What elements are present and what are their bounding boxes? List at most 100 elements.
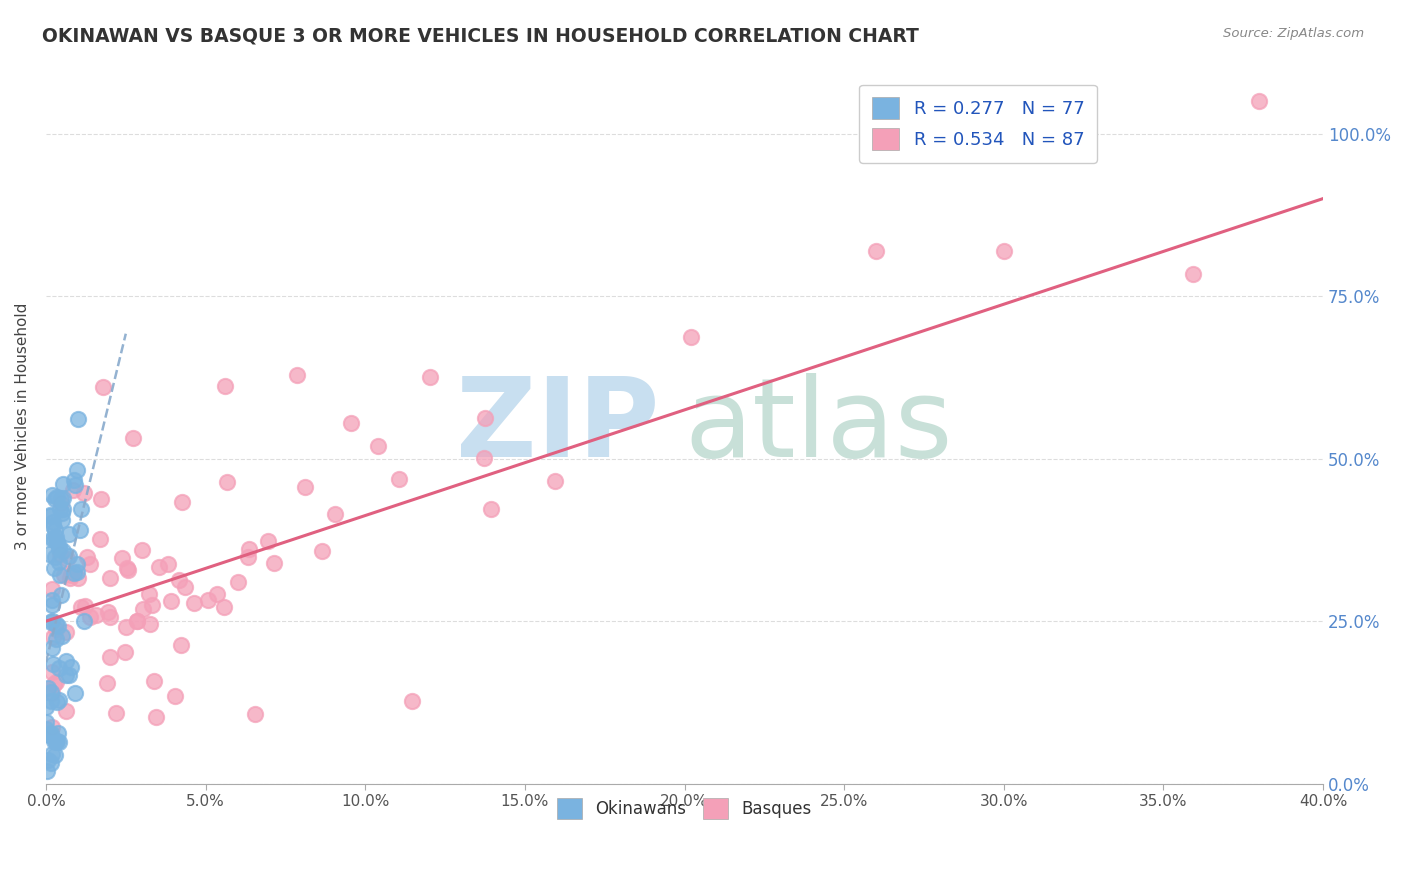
Point (35, 722, 58, 736)
Point (148, 559, 170, 574)
Point (35, 764, 58, 778)
Point (544, 474, 567, 488)
Point (141, 599, 163, 613)
Point (86, 607, 108, 622)
Point (55, 668, 77, 682)
Point (49, 501, 72, 516)
Point (39, 727, 62, 741)
Point (63, 473, 86, 487)
Point (51, 506, 73, 520)
Point (387, 472, 409, 486)
Point (46, 695, 69, 709)
Point (131, 542, 153, 557)
Point (285, 368, 308, 383)
Point (294, 480, 316, 494)
Point (73, 486, 96, 500)
Point (41, 694, 63, 708)
Point (243, 707, 266, 722)
Point (58, 667, 80, 681)
Point (96, 675, 118, 690)
Point (49, 496, 72, 510)
Point (132, 602, 155, 616)
Point (41, 614, 63, 628)
Point (46, 619, 69, 633)
Point (38, 547, 60, 561)
Point (52, 477, 75, 491)
Point (1249, 94, 1271, 108)
Point (42, 657, 65, 671)
Point (145, 709, 167, 723)
Point (138, 617, 160, 632)
Point (41, 582, 63, 596)
Point (49, 568, 72, 582)
Point (42, 532, 65, 546)
Point (58, 549, 80, 563)
Point (48, 693, 70, 707)
Point (41, 720, 63, 734)
Point (419, 370, 441, 384)
Point (38, 508, 60, 523)
Point (311, 544, 333, 558)
Point (59, 567, 82, 582)
Point (76, 549, 98, 564)
Point (474, 450, 496, 465)
Point (41, 532, 63, 546)
Point (55, 624, 77, 639)
Point (69, 523, 91, 537)
Point (42, 515, 65, 529)
Point (58, 526, 80, 541)
Point (170, 638, 193, 652)
Point (401, 693, 423, 707)
Point (45, 632, 67, 646)
Point (865, 244, 887, 258)
Point (44, 550, 66, 565)
Point (89, 532, 111, 546)
Point (183, 596, 205, 610)
Point (41, 640, 63, 655)
Point (340, 416, 363, 430)
Text: OKINAWAN VS BASQUE 3 OR MORE VEHICLES IN HOUSEHOLD CORRELATION CHART: OKINAWAN VS BASQUE 3 OR MORE VEHICLES IN… (42, 27, 920, 45)
Point (45, 490, 67, 504)
Point (44, 561, 66, 575)
Point (46, 726, 69, 740)
Point (59, 660, 82, 674)
Point (479, 502, 502, 516)
Text: ZIP: ZIP (456, 373, 659, 480)
Point (55, 704, 77, 718)
Point (98, 571, 121, 585)
Point (143, 674, 166, 689)
Point (367, 439, 389, 453)
Point (238, 549, 260, 564)
Y-axis label: 3 or more Vehicles in Household: 3 or more Vehicles in Household (15, 302, 30, 549)
Point (111, 551, 134, 566)
Point (35, 714, 58, 729)
Text: atlas: atlas (685, 373, 953, 480)
Point (1182, 267, 1205, 281)
Point (49, 588, 72, 602)
Point (45, 530, 67, 544)
Point (41, 593, 63, 607)
Point (63, 478, 86, 492)
Point (44, 747, 66, 762)
Point (212, 600, 235, 615)
Point (160, 594, 183, 608)
Legend: Okinawans, Basques: Okinawans, Basques (551, 792, 818, 825)
Point (167, 574, 190, 588)
Point (44, 733, 66, 747)
Point (37, 753, 59, 767)
Point (41, 665, 63, 679)
Point (45, 674, 67, 689)
Point (993, 244, 1015, 258)
Point (323, 507, 346, 521)
Point (125, 615, 148, 629)
Point (45, 734, 67, 748)
Point (51, 629, 73, 643)
Point (62, 483, 84, 497)
Point (59, 571, 82, 585)
Point (105, 706, 128, 721)
Point (37, 681, 59, 695)
Point (44, 523, 66, 537)
Point (679, 329, 702, 343)
Point (214, 379, 236, 393)
Point (207, 587, 229, 601)
